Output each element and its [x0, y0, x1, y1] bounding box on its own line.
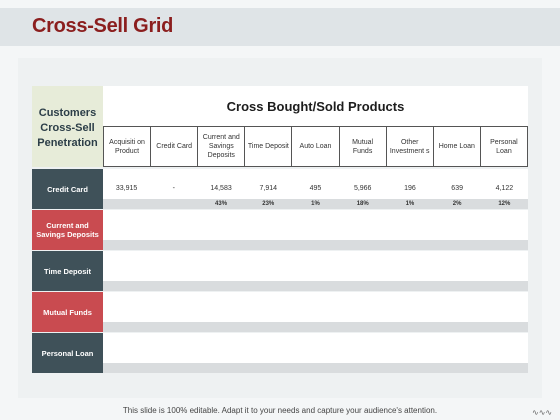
- row-label-current-savings: Current and Savings Deposits: [32, 210, 103, 250]
- corner-cell: Customers Cross-Sell Penetration: [32, 86, 103, 167]
- table-cell: 5,966: [353, 185, 372, 192]
- table-cell: 196: [404, 185, 416, 192]
- row-band: [103, 210, 528, 250]
- column-header: Auto Loan: [291, 127, 338, 166]
- column-header: Mutual Funds: [338, 127, 386, 166]
- slide-title: Cross-Sell Grid: [32, 15, 174, 37]
- column-header-row: Acquisiti on Product Credit Card Current…: [103, 126, 528, 167]
- row-percents: 43% 23% 1% 18% 1% 2% 12%: [103, 201, 528, 207]
- column-header: Time Deposit: [244, 127, 291, 166]
- table-cell: 7,914: [259, 185, 278, 192]
- percent-cell: 1%: [311, 201, 320, 207]
- percent-cell: 1%: [405, 201, 415, 207]
- header-title: Cross Bought/Sold Products: [226, 98, 405, 114]
- row-band: [103, 333, 528, 373]
- percent-cell: 2%: [452, 201, 462, 207]
- column-header: Credit Card: [150, 127, 197, 166]
- table-cell: -: [172, 185, 175, 192]
- percent-cell: 43%: [215, 201, 228, 207]
- percent-cell: 18%: [356, 201, 369, 207]
- row-band: [103, 251, 528, 291]
- column-header: Other Investment s: [385, 127, 433, 166]
- column-header: Current and Savings Deposits: [197, 127, 244, 166]
- table-cell: 639: [451, 185, 463, 192]
- table-cell: 33,915: [115, 185, 138, 192]
- row-band: [103, 292, 528, 332]
- percent-cell: 23%: [262, 201, 275, 207]
- row-label-mutual-funds: Mutual Funds: [32, 292, 103, 332]
- row-label-time-deposit: Time Deposit: [32, 251, 103, 291]
- percent-cell: [150, 201, 197, 207]
- title-bar: Cross-Sell Grid: [0, 8, 560, 46]
- percent-cell: [103, 201, 150, 207]
- row-label-credit-card: Credit Card: [32, 169, 103, 209]
- table-cell: 4,122: [495, 185, 514, 192]
- percent-cell: 12%: [498, 201, 511, 207]
- wave-icon: ∿∿∿: [532, 408, 553, 417]
- column-header: Personal Loan: [479, 127, 528, 166]
- row-label-personal-loan: Personal Loan: [32, 333, 103, 373]
- row-band: [103, 169, 528, 209]
- column-header: Acquisiti on Product: [103, 127, 150, 166]
- row-values: 33,915 - 14,583 7,914 495 5,966 196 639 …: [103, 185, 528, 192]
- table-cell: 14,583: [210, 185, 232, 192]
- column-header: Home Loan: [432, 127, 480, 166]
- header-band: Cross Bought/Sold Products: [103, 86, 528, 126]
- footer-note: This slide is 100% editable. Adapt it to…: [122, 406, 438, 415]
- corner-label: Customers Cross-Sell Penetration: [37, 107, 98, 149]
- table-cell: 495: [309, 185, 322, 192]
